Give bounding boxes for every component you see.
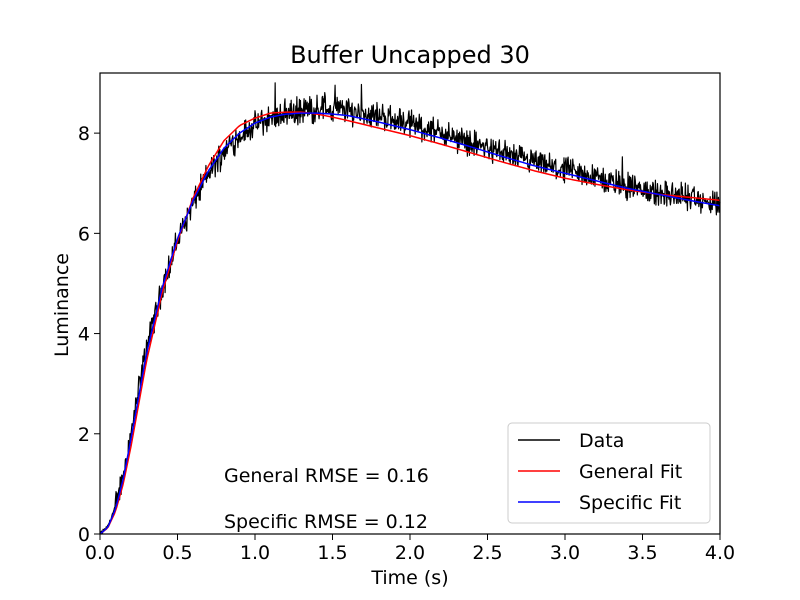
y-axis-ticks: 0 2 4 6 8	[78, 123, 100, 546]
x-tick-label: 1.0	[240, 542, 270, 564]
y-tick-label: 4	[78, 324, 90, 346]
legend: Data General Fit Specific Fit	[507, 422, 711, 524]
series-line-specific-fit	[99, 112, 721, 535]
x-tick-label: 4.0	[705, 542, 735, 564]
x-axis-label: Time (s)	[370, 567, 448, 589]
y-axis-label: Luminance	[51, 253, 73, 357]
legend-label-general-fit: General Fit	[579, 461, 682, 483]
specific-rmse-annotation: Specific RMSE = 0.12	[224, 511, 428, 533]
y-tick-label: 6	[78, 223, 90, 245]
x-tick-label: 2.5	[472, 542, 502, 564]
legend-box	[507, 422, 711, 524]
legend-label-specific-fit: Specific Fit	[579, 492, 681, 514]
x-tick-label: 3.0	[550, 542, 580, 564]
x-tick-label: 0.5	[162, 542, 192, 564]
series-layer	[99, 82, 721, 535]
x-tick-label: 1.5	[317, 542, 347, 564]
x-tick-label: 0.0	[85, 542, 115, 564]
y-tick-label: 8	[78, 123, 90, 145]
chart-title: Buffer Uncapped 30	[290, 41, 530, 69]
general-rmse-annotation: General RMSE = 0.16	[224, 465, 429, 487]
y-tick-label: 0	[78, 524, 90, 546]
y-tick-label: 2	[78, 424, 90, 446]
x-tick-label: 2.0	[395, 542, 425, 564]
x-axis-ticks: 0.0 0.5 1.0 1.5 2.0 2.5 3.0 3.5 4.0	[85, 534, 735, 564]
legend-label-data: Data	[579, 430, 624, 452]
series-line-general-fit	[99, 111, 721, 535]
x-tick-label: 3.5	[627, 542, 657, 564]
series-line-data	[99, 82, 721, 535]
